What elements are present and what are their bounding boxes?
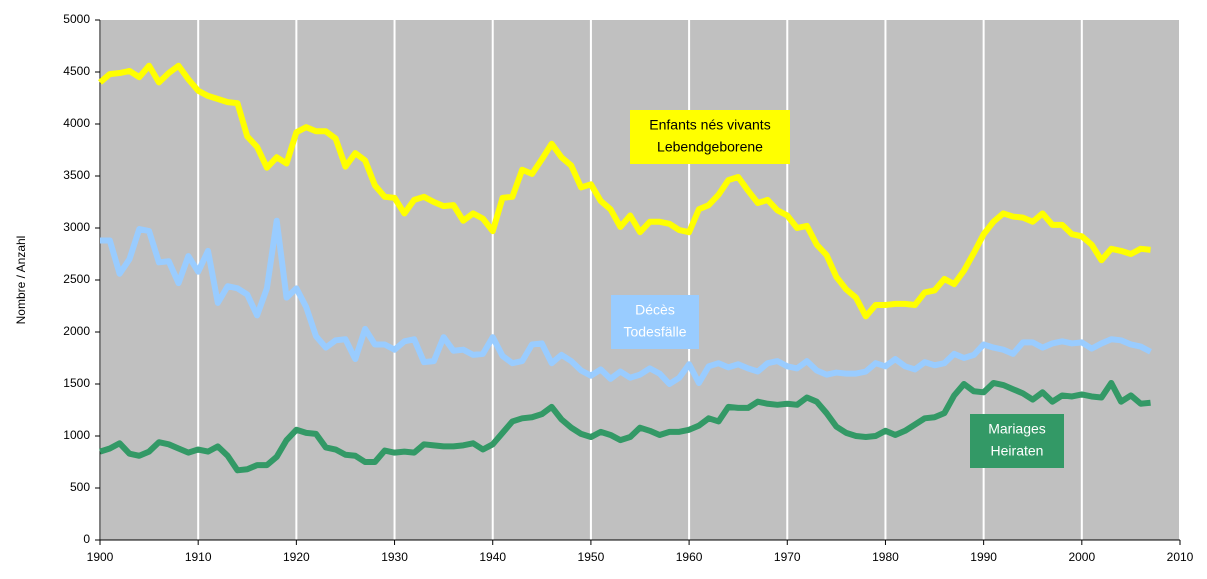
x-tick-label: 1940 — [479, 550, 506, 564]
x-tick-label: 1930 — [381, 550, 408, 564]
x-tick-label: 1900 — [87, 550, 114, 564]
series-label: Lebendgeborene — [657, 139, 763, 155]
series-label: Décès — [635, 302, 675, 318]
x-tick-label: 1920 — [283, 550, 310, 564]
series-label: Todesfälle — [623, 324, 686, 340]
series-line — [99, 379, 1151, 474]
y-tick-label: 0 — [83, 532, 90, 546]
x-tick-label: 2000 — [1068, 550, 1095, 564]
x-tick-label: 1960 — [676, 550, 703, 564]
y-tick-label: 5000 — [63, 12, 90, 26]
y-tick-label: 2000 — [63, 324, 90, 338]
x-tick-label: 2010 — [1167, 550, 1194, 564]
y-tick-label: 2500 — [63, 272, 90, 286]
series-label: Enfants nés vivants — [649, 117, 770, 133]
y-tick-label: 1000 — [63, 428, 90, 442]
y-tick-label: 1500 — [63, 376, 90, 390]
series-label: Mariages — [988, 421, 1046, 437]
series-label-box — [970, 414, 1064, 468]
series-label-box — [630, 110, 790, 164]
series-line — [98, 62, 1151, 320]
series-line — [100, 217, 1152, 387]
y-tick-label: 3500 — [63, 168, 90, 182]
y-tick-label: 3000 — [63, 220, 90, 234]
x-tick-label: 1990 — [970, 550, 997, 564]
x-tick-label: 1980 — [872, 550, 899, 564]
y-tick-label: 500 — [70, 480, 90, 494]
x-tick-label: 1970 — [774, 550, 801, 564]
x-tick-label: 1910 — [185, 550, 212, 564]
series-label-box — [611, 295, 699, 349]
series-label: Heiraten — [991, 443, 1044, 459]
y-tick-label: 4000 — [63, 116, 90, 130]
y-axis-label: Nombre / Anzahl — [14, 236, 28, 325]
x-tick-label: 1950 — [578, 550, 605, 564]
y-tick-label: 4500 — [63, 64, 90, 78]
